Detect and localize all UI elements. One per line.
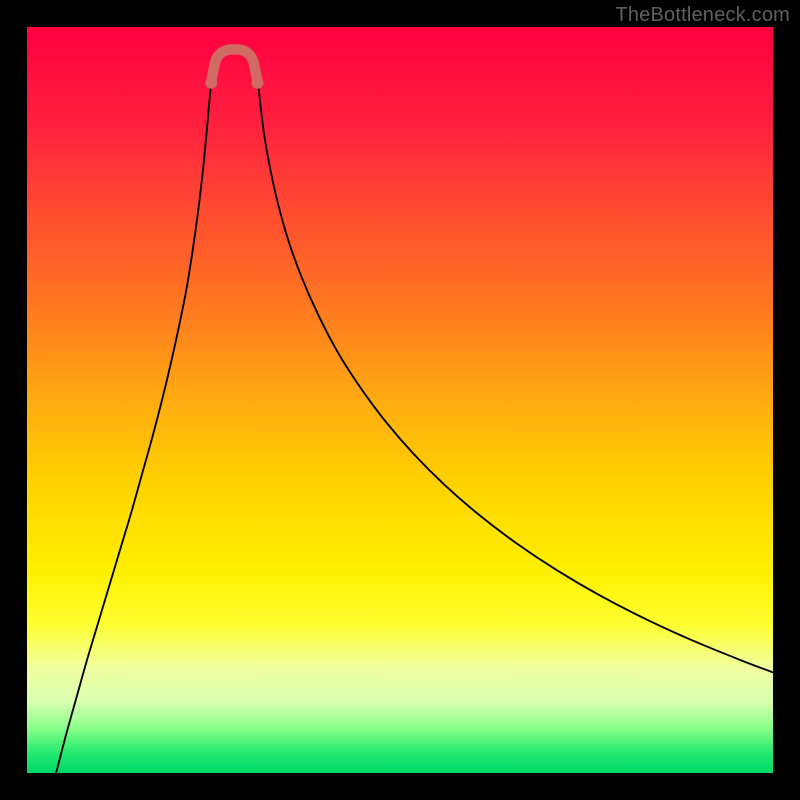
gradient-background (27, 27, 773, 773)
bottleneck-curve-chart (27, 27, 773, 773)
plot-area (27, 27, 773, 773)
chart-frame: TheBottleneck.com (0, 0, 800, 800)
watermark-text: TheBottleneck.com (615, 4, 790, 27)
